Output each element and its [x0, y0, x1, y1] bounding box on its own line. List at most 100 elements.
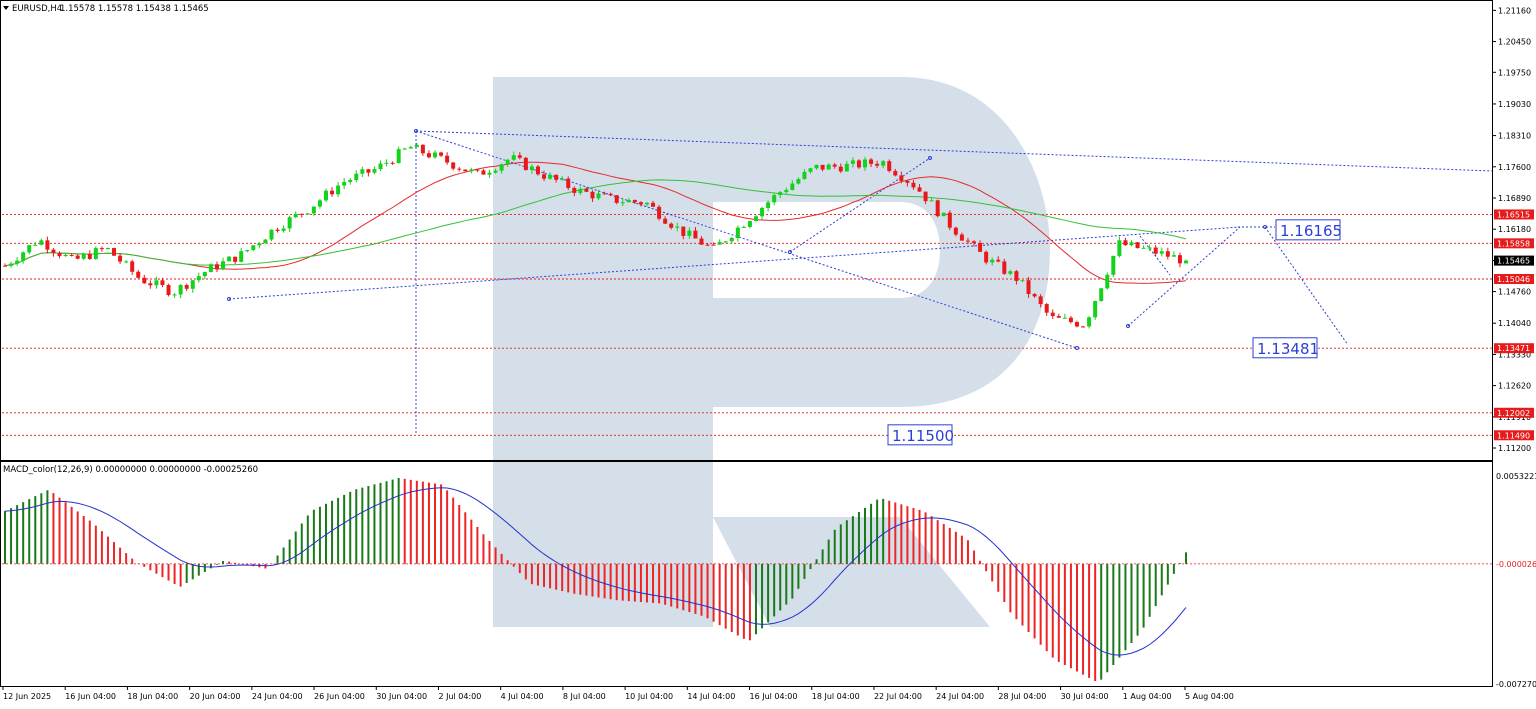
candle-body: [517, 155, 522, 158]
candle-body: [15, 260, 20, 264]
candle-body: [772, 194, 777, 203]
candle-body: [905, 180, 910, 183]
time-label: 4 Jul 04:00: [501, 692, 544, 701]
candle-body: [251, 245, 256, 250]
candle-body: [275, 229, 280, 231]
candle-body: [875, 163, 880, 166]
candle-body: [747, 221, 752, 227]
candle-body: [463, 169, 468, 172]
watermark-logo: [493, 77, 1050, 627]
candle-body: [475, 169, 480, 171]
candle-body: [172, 294, 177, 296]
trend-line: [789, 157, 931, 253]
candle-body: [535, 166, 540, 175]
time-label: 20 Jun 04:00: [190, 692, 241, 701]
candle-body: [414, 144, 419, 148]
price-tick-label: 1.19030: [1498, 100, 1531, 109]
candle-body: [330, 190, 335, 195]
candle-body: [408, 147, 413, 149]
candle-body: [523, 157, 528, 171]
candle-body: [1165, 251, 1170, 257]
candle-body: [832, 164, 837, 167]
candle-body: [184, 285, 189, 289]
candle-body: [390, 162, 395, 164]
candle-body: [965, 240, 970, 242]
candle-body: [1020, 280, 1025, 282]
candle-body: [281, 228, 286, 231]
candle-body: [420, 144, 425, 154]
candle-body: [626, 200, 631, 203]
candle-body: [663, 218, 668, 224]
trend-line: [228, 226, 1241, 300]
candle-body: [638, 202, 643, 205]
trend-point: [1075, 346, 1079, 350]
candle-body: [3, 265, 7, 267]
time-label: 18 Jun 04:00: [127, 692, 178, 701]
trend-point: [1126, 324, 1130, 328]
candle-body: [112, 248, 117, 256]
price-tick-label: 1.11200: [1498, 444, 1531, 453]
candle-body: [87, 253, 92, 259]
candle-body: [923, 191, 928, 202]
level-tag-label: 1.13471: [1497, 344, 1530, 353]
candle-body: [984, 251, 989, 263]
time-label: 30 Jul 04:00: [1061, 692, 1109, 701]
time-label: 24 Jun 04:00: [252, 692, 303, 701]
candle-body: [354, 173, 359, 181]
candle-body: [81, 253, 86, 259]
candle-body: [760, 207, 765, 217]
candle-body: [299, 213, 304, 215]
time-label: 8 Jul 04:00: [563, 692, 606, 701]
candle-body: [402, 148, 407, 150]
candle-body: [1062, 317, 1067, 319]
candle-body: [305, 213, 310, 215]
candle-body: [608, 193, 613, 196]
candle-body: [972, 241, 977, 244]
candle-body: [233, 256, 238, 262]
candle-body: [63, 254, 68, 257]
candle-body: [844, 163, 849, 172]
level-lines: [2, 214, 1492, 436]
candle-body: [820, 164, 825, 170]
candle-body: [1177, 255, 1182, 264]
candle-body: [505, 159, 510, 165]
candle-body: [142, 277, 147, 284]
moving-averages: [4, 161, 1187, 284]
candle-body: [644, 202, 649, 205]
dropdown-triangle-icon[interactable]: [3, 6, 9, 10]
candle-body: [1105, 274, 1110, 289]
price-tick-label: 1.17600: [1498, 163, 1531, 172]
candle-body: [336, 185, 341, 195]
candle-body: [445, 155, 450, 163]
candle-body: [1135, 242, 1140, 249]
candle-body: [1141, 247, 1146, 249]
candle-body: [693, 230, 698, 239]
level-tag: [1494, 407, 1534, 418]
candle-body: [257, 243, 262, 246]
price-tick-label: 1.14040: [1498, 319, 1531, 328]
candle-body: [899, 175, 904, 181]
candle-body: [729, 237, 734, 242]
candle-body: [711, 244, 716, 246]
candle-body: [881, 161, 886, 166]
candle-body: [996, 259, 1001, 262]
level-tag: [1494, 255, 1534, 266]
candle-body: [548, 174, 553, 179]
candle-body: [493, 170, 498, 173]
candle-body: [1008, 271, 1013, 274]
candle-body: [221, 261, 226, 270]
candle-body: [1002, 261, 1007, 274]
price-axis: 1.21160 1.20450 1.19750 1.19030 1.18310 1.176…: [1492, 6, 1534, 453]
candle-body: [953, 227, 958, 235]
candle-body: [1038, 296, 1043, 305]
candle-body: [178, 285, 183, 295]
candle-body: [166, 285, 171, 296]
price-tick-label: 1.14760: [1498, 288, 1531, 297]
candle-body: [499, 164, 504, 171]
candle-body: [1184, 260, 1188, 264]
time-axis: 12 Jun 2025 16 Jun 04:00 18 Jun 04:00 20 Ju…: [2, 686, 1234, 701]
macd-scale-zero: -0.000026: [1496, 560, 1536, 569]
time-label: 24 Jul 04:00: [936, 692, 984, 701]
candle-body: [360, 169, 365, 174]
candle-body: [1068, 317, 1073, 323]
